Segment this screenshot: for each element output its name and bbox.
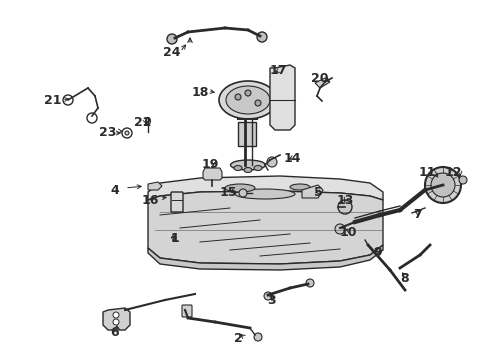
Text: 14: 14 xyxy=(283,152,300,165)
Ellipse shape xyxy=(145,117,150,125)
Ellipse shape xyxy=(230,160,265,170)
Ellipse shape xyxy=(219,81,276,119)
Circle shape xyxy=(113,312,119,318)
Ellipse shape xyxy=(289,184,309,190)
Text: 20: 20 xyxy=(311,72,328,85)
Polygon shape xyxy=(203,168,222,180)
Polygon shape xyxy=(148,191,382,264)
Text: 18: 18 xyxy=(191,85,208,99)
Ellipse shape xyxy=(224,184,254,192)
Ellipse shape xyxy=(234,166,242,171)
Text: 1: 1 xyxy=(170,231,179,244)
Circle shape xyxy=(122,128,132,138)
Text: 10: 10 xyxy=(339,226,356,239)
Circle shape xyxy=(239,189,246,197)
Polygon shape xyxy=(302,185,323,198)
Ellipse shape xyxy=(225,86,269,114)
Text: 9: 9 xyxy=(373,246,382,258)
Text: 5: 5 xyxy=(313,186,322,199)
Circle shape xyxy=(430,173,454,197)
Text: 21: 21 xyxy=(44,94,61,107)
Polygon shape xyxy=(103,308,130,330)
Circle shape xyxy=(113,319,119,325)
Circle shape xyxy=(87,113,97,123)
Text: 13: 13 xyxy=(336,194,353,207)
Text: 3: 3 xyxy=(267,293,276,306)
Circle shape xyxy=(424,167,460,203)
Polygon shape xyxy=(314,78,329,88)
Text: 24: 24 xyxy=(163,45,181,58)
Polygon shape xyxy=(148,176,382,200)
Ellipse shape xyxy=(244,167,251,172)
Circle shape xyxy=(266,157,276,167)
Circle shape xyxy=(305,279,313,287)
Text: 22: 22 xyxy=(134,116,151,129)
Text: 11: 11 xyxy=(417,166,435,179)
Text: 23: 23 xyxy=(99,126,117,139)
Polygon shape xyxy=(148,245,382,270)
Circle shape xyxy=(458,176,466,184)
Circle shape xyxy=(264,292,271,300)
FancyBboxPatch shape xyxy=(238,122,256,146)
Circle shape xyxy=(125,131,129,135)
Polygon shape xyxy=(269,65,294,130)
Circle shape xyxy=(257,32,266,42)
Circle shape xyxy=(337,200,351,214)
Text: 6: 6 xyxy=(110,325,119,338)
Text: 2: 2 xyxy=(233,332,242,345)
FancyBboxPatch shape xyxy=(182,305,192,317)
Circle shape xyxy=(63,95,73,105)
Text: 7: 7 xyxy=(413,208,422,221)
Circle shape xyxy=(244,90,250,96)
Text: 12: 12 xyxy=(443,166,461,179)
FancyBboxPatch shape xyxy=(171,192,183,212)
Circle shape xyxy=(253,333,262,341)
Text: 17: 17 xyxy=(269,63,286,77)
Text: 19: 19 xyxy=(201,158,218,171)
Polygon shape xyxy=(148,182,162,190)
Circle shape xyxy=(235,94,241,100)
Circle shape xyxy=(334,224,345,234)
Ellipse shape xyxy=(253,166,262,171)
Circle shape xyxy=(167,34,177,44)
Text: 16: 16 xyxy=(141,194,159,207)
Text: 15: 15 xyxy=(219,185,236,198)
Ellipse shape xyxy=(235,189,294,199)
Text: 4: 4 xyxy=(110,184,119,197)
Text: 8: 8 xyxy=(400,271,408,284)
Circle shape xyxy=(254,100,261,106)
